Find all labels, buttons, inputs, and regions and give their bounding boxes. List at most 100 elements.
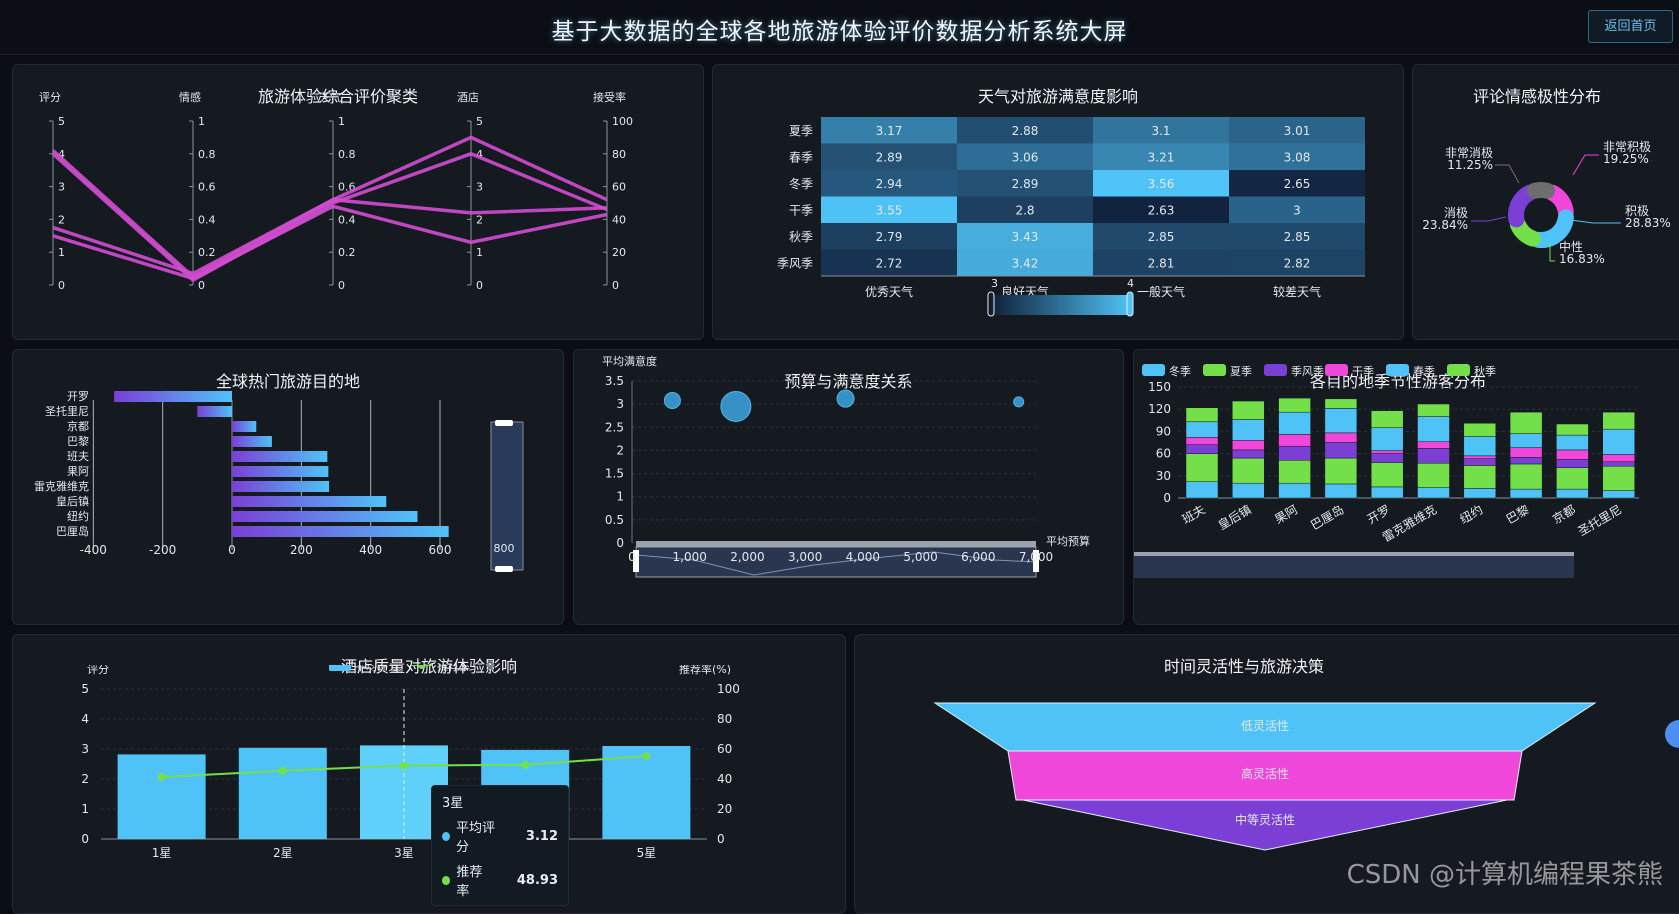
svg-text:平均满意度: 平均满意度	[602, 354, 657, 368]
svg-text:天气: 天气	[319, 90, 341, 104]
svg-text:2.79: 2.79	[876, 230, 903, 244]
svg-text:春季: 春季	[1413, 365, 1435, 378]
page-title: 基于大数据的全球各地旅游体验评价数据分析系统大屏	[551, 19, 1128, 45]
svg-text:非常消极: 非常消极	[1445, 146, 1493, 160]
svg-text:季风季: 季风季	[777, 257, 813, 271]
svg-text:11.25%: 11.25%	[1447, 158, 1493, 172]
floating-action-button[interactable]	[1665, 720, 1679, 748]
tooltip-row: 推荐率 48.93	[442, 861, 558, 899]
svg-text:冬季: 冬季	[1169, 364, 1191, 378]
svg-text:干季: 干季	[789, 204, 813, 218]
svg-text:接受率: 接受率	[593, 90, 626, 104]
scatter-chart[interactable]: 平均满意度 0 0.5 1 1.5 2 2.5 3 3.5 0 1,000 2,000 3,000 4,0…	[574, 350, 1124, 625]
svg-text:3.06: 3.06	[1012, 151, 1039, 165]
svg-text:推荐率(%): 推荐率(%)	[679, 665, 731, 676]
svg-text:干季: 干季	[1352, 365, 1374, 378]
svg-text:京都: 京都	[1550, 502, 1578, 526]
panel-stacked: 各目的地季节性游客分布 冬季 夏季 季风季 干季 春季 秋季 0 30 60 90 120 150 班夫…	[1133, 349, 1679, 625]
svg-text:3.43: 3.43	[1012, 230, 1039, 244]
panel-hbar: 全球热门旅游目的地 -400-2000200400600开罗圣托里尼京都巴黎班夫…	[12, 349, 564, 625]
panel-combo: 酒店质量对旅游体验影响 评分 推荐率(%) 平均评分 推荐率 0 0 1 20 2 40 3 60 4 8…	[12, 634, 846, 914]
svg-text:-400: -400	[80, 543, 107, 557]
svg-text:0.8: 0.8	[198, 148, 216, 161]
svg-text:2.89: 2.89	[1012, 177, 1039, 191]
parallel-chart[interactable]: 评分012345情感00.20.40.60.81天气00.20.40.60.81…	[13, 65, 704, 340]
svg-text:3: 3	[616, 397, 624, 411]
svg-text:3: 3	[58, 181, 65, 194]
svg-text:19.25%: 19.25%	[1603, 152, 1649, 166]
panel-donut: 评论情感极性分布 非常积极 19.25% 积极 28.83% 中性 16.83% 消极 23.…	[1412, 64, 1679, 340]
svg-text:一般天气: 一般天气	[1137, 284, 1185, 299]
svg-text:0: 0	[81, 832, 89, 846]
svg-text:2.85: 2.85	[1284, 230, 1311, 244]
svg-text:春季: 春季	[789, 151, 813, 165]
heatmap-chart[interactable]: 夏季 3.17 2.88 3.1 3.01 春季 2.89 3.06 3.21 3.08 冬季 2.9…	[713, 65, 1404, 340]
watermark: CSDN @计算机编程果茶熊	[1346, 860, 1663, 890]
svg-text:中等灵活性: 中等灵活性	[1235, 812, 1295, 827]
svg-text:2.65: 2.65	[1284, 177, 1311, 191]
svg-text:雷克雅维克: 雷克雅维克	[34, 479, 89, 493]
svg-text:4,000: 4,000	[846, 550, 880, 564]
series-dot-icon	[442, 875, 451, 885]
svg-text:消极: 消极	[1444, 206, 1468, 220]
svg-text:4: 4	[1127, 277, 1134, 290]
chart-title: 旅游体验综合评价聚类	[257, 87, 418, 106]
svg-text:3: 3	[1293, 204, 1301, 218]
svg-text:果阿: 果阿	[67, 465, 89, 478]
tooltip-label: 平均评分	[455, 821, 495, 855]
svg-text:6,000: 6,000	[961, 550, 995, 564]
svg-text:0.2: 0.2	[338, 246, 356, 259]
svg-text:夏季: 夏季	[1230, 365, 1252, 378]
svg-text:0: 0	[198, 279, 205, 292]
svg-text:80: 80	[717, 712, 732, 726]
svg-text:90: 90	[1156, 424, 1171, 438]
svg-text:600: 600	[429, 543, 452, 557]
svg-text:16.83%: 16.83%	[1559, 252, 1605, 266]
svg-text:0.4: 0.4	[198, 213, 216, 226]
svg-text:2.89: 2.89	[876, 151, 903, 165]
svg-text:40: 40	[717, 772, 732, 786]
svg-text:巴厘岛: 巴厘岛	[1308, 502, 1347, 533]
svg-text:2.81: 2.81	[1148, 257, 1175, 271]
svg-text:2: 2	[81, 772, 89, 786]
svg-text:3.01: 3.01	[1284, 124, 1311, 138]
panel-parallel: 旅游体验综合评价聚类 评分 0 1 2 3 4 5 情感 0 0.2 0.4 0.6 0.8 1 天气 0 0.…	[12, 64, 704, 340]
svg-text:3.1: 3.1	[1151, 124, 1170, 138]
svg-text:800: 800	[494, 542, 515, 555]
svg-text:0.4: 0.4	[338, 213, 356, 226]
svg-text:推荐率: 推荐率	[437, 665, 470, 673]
svg-text:3.42: 3.42	[1012, 257, 1039, 271]
svg-text:评分: 评分	[87, 665, 109, 676]
svg-text:0: 0	[612, 279, 619, 292]
tooltip-row: 平均评分 3.12	[442, 817, 558, 855]
svg-text:较差天气: 较差天气	[1273, 284, 1321, 299]
combo-chart[interactable]: 评分推荐率(%)平均评分推荐率0012024036048051001星2星3星4…	[13, 665, 846, 914]
hbar-chart[interactable]: -400-2000200400600开罗圣托里尼京都巴黎班夫果阿雷克雅维克皇后镇…	[13, 350, 564, 625]
svg-text:酒店: 酒店	[457, 90, 479, 104]
svg-text:2星: 2星	[273, 846, 293, 860]
svg-text:1,000: 1,000	[673, 550, 707, 564]
chart-title: 评论情感极性分布	[1472, 87, 1601, 106]
svg-text:80: 80	[612, 148, 626, 161]
svg-text:优秀天气: 优秀天气	[865, 284, 913, 299]
svg-text:100: 100	[717, 682, 740, 696]
svg-text:0.2: 0.2	[198, 246, 216, 259]
svg-text:3,000: 3,000	[788, 550, 822, 564]
svg-text:非常积极: 非常积极	[1603, 140, 1651, 154]
svg-text:1: 1	[58, 246, 65, 259]
back-home-button[interactable]: 返回首页	[1588, 10, 1673, 43]
chart-tooltip: 3星 平均评分 3.12 推荐率 48.93	[431, 785, 569, 906]
svg-text:2.63: 2.63	[1148, 204, 1175, 218]
svg-text:3.5: 3.5	[605, 374, 624, 388]
svg-text:2.82: 2.82	[1284, 257, 1311, 271]
svg-text:3: 3	[81, 742, 89, 756]
svg-text:0: 0	[717, 832, 725, 846]
svg-text:0: 0	[628, 550, 636, 564]
chart-title: 各目的地季节性游客分布	[1309, 372, 1486, 391]
svg-text:0.8: 0.8	[338, 148, 356, 161]
svg-text:秋季: 秋季	[1474, 364, 1496, 378]
svg-text:开罗: 开罗	[67, 390, 89, 403]
